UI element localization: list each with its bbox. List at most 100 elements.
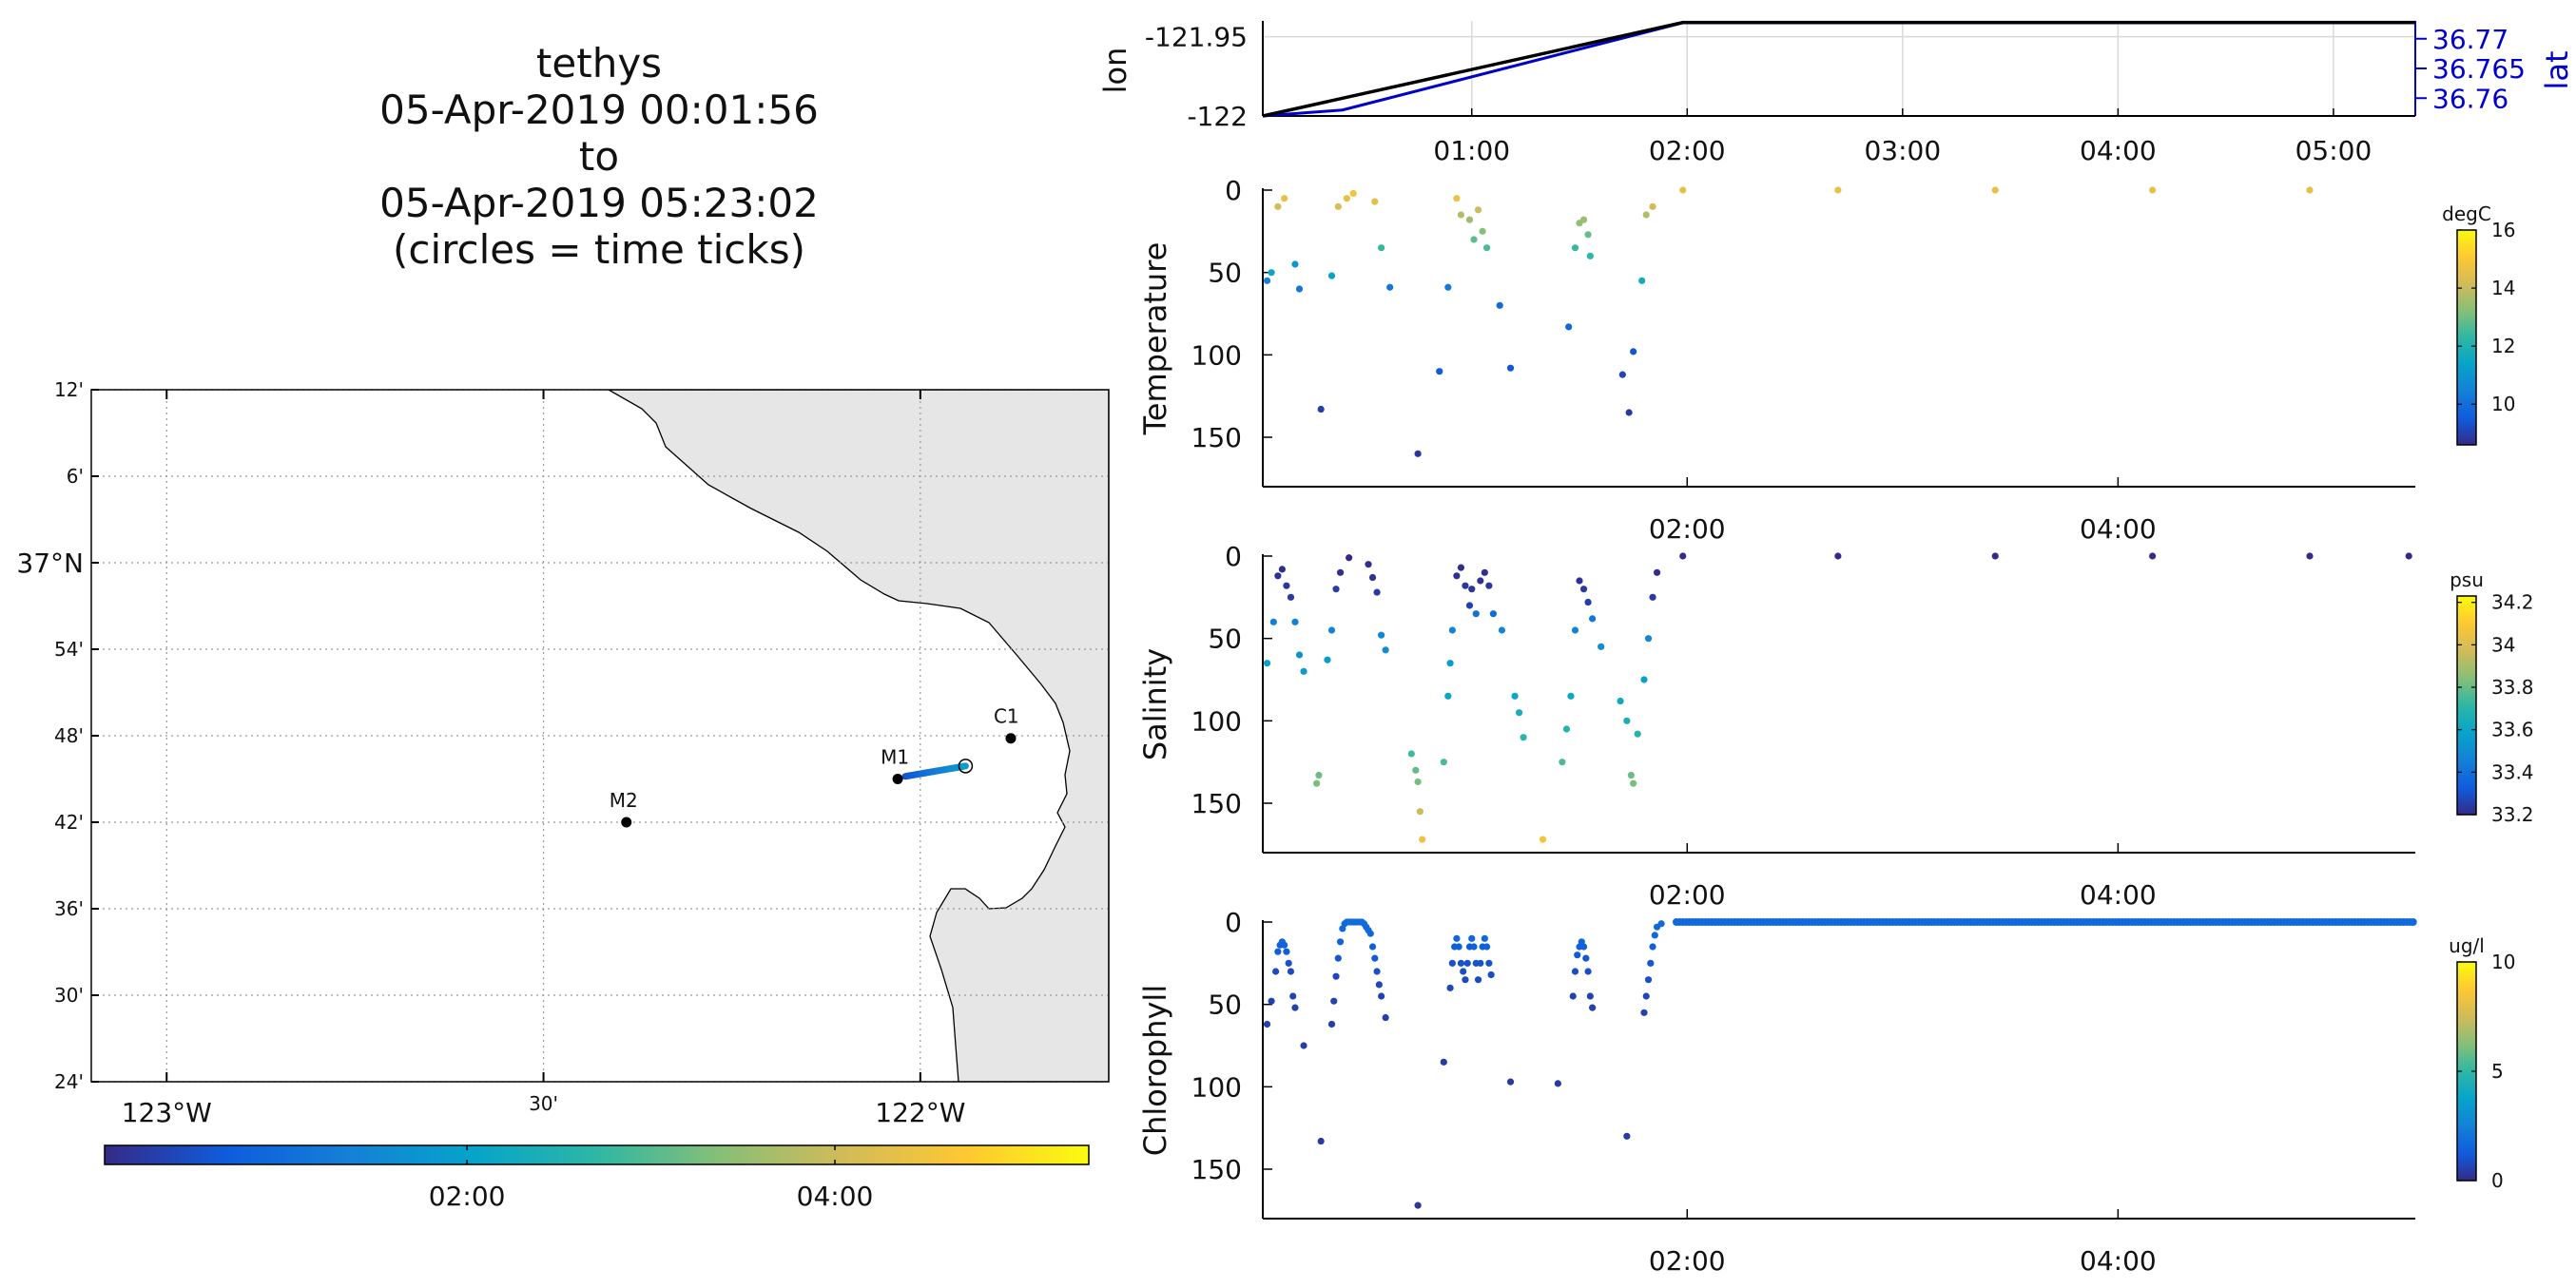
chlorophyll-sample-point xyxy=(1455,943,1462,951)
salinity-colorbar-tick-label: 34.2 xyxy=(2491,591,2534,614)
chlorophyll-sample-point xyxy=(1589,1004,1597,1011)
chlorophyll-sample-point xyxy=(1463,959,1471,967)
salinity-sample-point xyxy=(1653,568,1661,576)
temperature-sample-point xyxy=(1618,371,1626,378)
chlorophyll-sample-point xyxy=(1453,934,1461,942)
temperature-sample-point xyxy=(1584,231,1592,239)
salinity-sample-point xyxy=(1274,572,1282,580)
chlorophyll-y-tick-label: 150 xyxy=(1191,1154,1242,1185)
salinity-colorbar-tick-label: 33.2 xyxy=(2491,803,2534,826)
salinity-sample-point xyxy=(1584,598,1592,606)
salinity-y-tick-label: 50 xyxy=(1208,624,1242,655)
salinity-sample-point xyxy=(1515,709,1523,717)
chlorophyll-sample-point xyxy=(2409,918,2417,926)
salinity-sample-point xyxy=(1444,692,1452,700)
chlorophyll-sample-point xyxy=(1474,976,1482,984)
chlorophyll-sample-point xyxy=(1586,992,1594,1000)
position-panel: 01:00 02:00 03:00 04:00 05:00 -121.95 -122 36.7… xyxy=(1097,20,2575,166)
chlorophyll-sample-point xyxy=(1334,954,1342,962)
chlorophyll-sample-point xyxy=(1263,1020,1271,1028)
salinity-sample-point xyxy=(1511,692,1519,700)
chlorophyll-sample-point xyxy=(1448,959,1456,967)
temperature-sample-point xyxy=(1377,244,1385,252)
salinity-sample-point xyxy=(1313,779,1321,787)
salinity-sample-point xyxy=(1640,676,1648,683)
map-y-tick-label: 36' xyxy=(54,897,84,920)
chlorophyll-sample-point xyxy=(1582,954,1590,962)
temperature-sample-point xyxy=(1991,186,1999,194)
temperature-sample-point xyxy=(1571,244,1579,252)
chlorophyll-sample-point xyxy=(1462,976,1469,984)
chlorophyll-colorbar-tick-label: 10 xyxy=(2491,951,2515,973)
salinity-sample-point xyxy=(1465,602,1474,609)
salinity-sample-point xyxy=(1324,656,1331,663)
salinity-sample-point xyxy=(1489,610,1497,618)
temperature-sample-point xyxy=(1625,409,1633,416)
temperature-sample-point xyxy=(1638,277,1646,284)
chlorophyll-sample-point xyxy=(1470,943,1478,951)
salinity-sample-point xyxy=(1412,766,1420,774)
temperature-y-tick-label: 0 xyxy=(1225,175,1242,206)
salinity-colorbar-tick-label: 34 xyxy=(2491,633,2515,656)
salinity-y-tick-label: 150 xyxy=(1191,788,1242,819)
temperature-sample-point xyxy=(1349,189,1357,198)
salinity-sample-point xyxy=(1327,626,1336,634)
station-label: M2 xyxy=(610,789,638,812)
lon-axis-label: lon xyxy=(1097,48,1133,94)
salinity-sample-point xyxy=(1649,593,1656,601)
chlorophyll-sample-point xyxy=(1460,968,1467,975)
lat-axis-label: lat xyxy=(2539,50,2575,89)
chlorophyll-colorbar-tick-label: 0 xyxy=(2491,1169,2504,1192)
chlorophyll-y-tick-label: 0 xyxy=(1225,907,1242,938)
chlorophyll-sample-point xyxy=(1623,1132,1631,1140)
chlorophyll-sample-point xyxy=(1281,941,1288,949)
salinity-sample-point xyxy=(1644,635,1653,643)
temperature-sample-point xyxy=(1465,216,1474,223)
map-y-tick-label: 37°N xyxy=(16,548,84,579)
lat-tick-label: 36.77 xyxy=(2432,24,2508,55)
chlorophyll-sample-point xyxy=(1506,1078,1515,1086)
salinity-sample-point xyxy=(1315,771,1323,779)
temperature-sample-point xyxy=(2149,186,2157,194)
map-colorbar-tick-label: 02:00 xyxy=(429,1181,506,1212)
temperature-y-tick-label: 100 xyxy=(1191,339,1242,371)
chlorophyll-sample-point xyxy=(1382,1013,1389,1022)
position-x-tick-label: 02:00 xyxy=(1649,135,1726,166)
salinity-colorbar xyxy=(2456,595,2477,816)
chlorophyll-sample-point xyxy=(1368,943,1377,951)
chlorophyll-y-tick-label: 100 xyxy=(1191,1071,1242,1103)
title-end-time: 05-Apr-2019 05:23:02 xyxy=(379,180,819,226)
temperature-sample-point xyxy=(1679,186,1687,194)
chlorophyll-x-tick-label: 04:00 xyxy=(2080,1245,2157,1277)
chlorophyll-sample-point xyxy=(1289,992,1297,1000)
vehicle-track xyxy=(901,762,969,780)
salinity-sample-point xyxy=(1498,626,1506,634)
chlorophyll-sample-point xyxy=(1485,959,1493,967)
salinity-sample-point xyxy=(1419,836,1426,843)
salinity-sample-point xyxy=(1562,725,1571,733)
chlorophyll-sample-point xyxy=(1651,932,1658,939)
chlorophyll-sample-point xyxy=(1569,992,1577,1000)
chlorophyll-points xyxy=(1263,918,2417,1209)
title-vehicle: tethys xyxy=(535,40,663,87)
salinity-sample-point xyxy=(1462,582,1469,589)
map-panel: 123°W 30' 122°W 12' 6' 37°N 54' 48' 42' 36' 30' 24'… xyxy=(16,378,1110,1212)
map-frame xyxy=(90,389,1110,1083)
temperature-sample-point xyxy=(1834,186,1842,194)
salinity-x-tick-label: 04:00 xyxy=(2080,879,2157,911)
salinity-sample-point xyxy=(2405,552,2412,560)
temperature-x-tick-label: 02:00 xyxy=(1649,513,1726,545)
lat-tick-label: 36.76 xyxy=(2432,83,2508,114)
salinity-sample-point xyxy=(1579,586,1588,593)
temperature-y-tick-label: 150 xyxy=(1191,422,1242,453)
salinity-y-tick-label: 0 xyxy=(1225,541,1242,572)
temperature-sample-point xyxy=(1386,283,1394,291)
position-x-tick-label: 04:00 xyxy=(2080,135,2157,166)
temperature-sample-point xyxy=(1334,202,1342,210)
salinity-sample-point xyxy=(1440,759,1447,766)
position-x-tick-label: 01:00 xyxy=(1433,135,1510,166)
chlorophyll-sample-point xyxy=(1375,981,1383,989)
chlorophyll-colorbar-tick-label: 5 xyxy=(2491,1060,2504,1083)
